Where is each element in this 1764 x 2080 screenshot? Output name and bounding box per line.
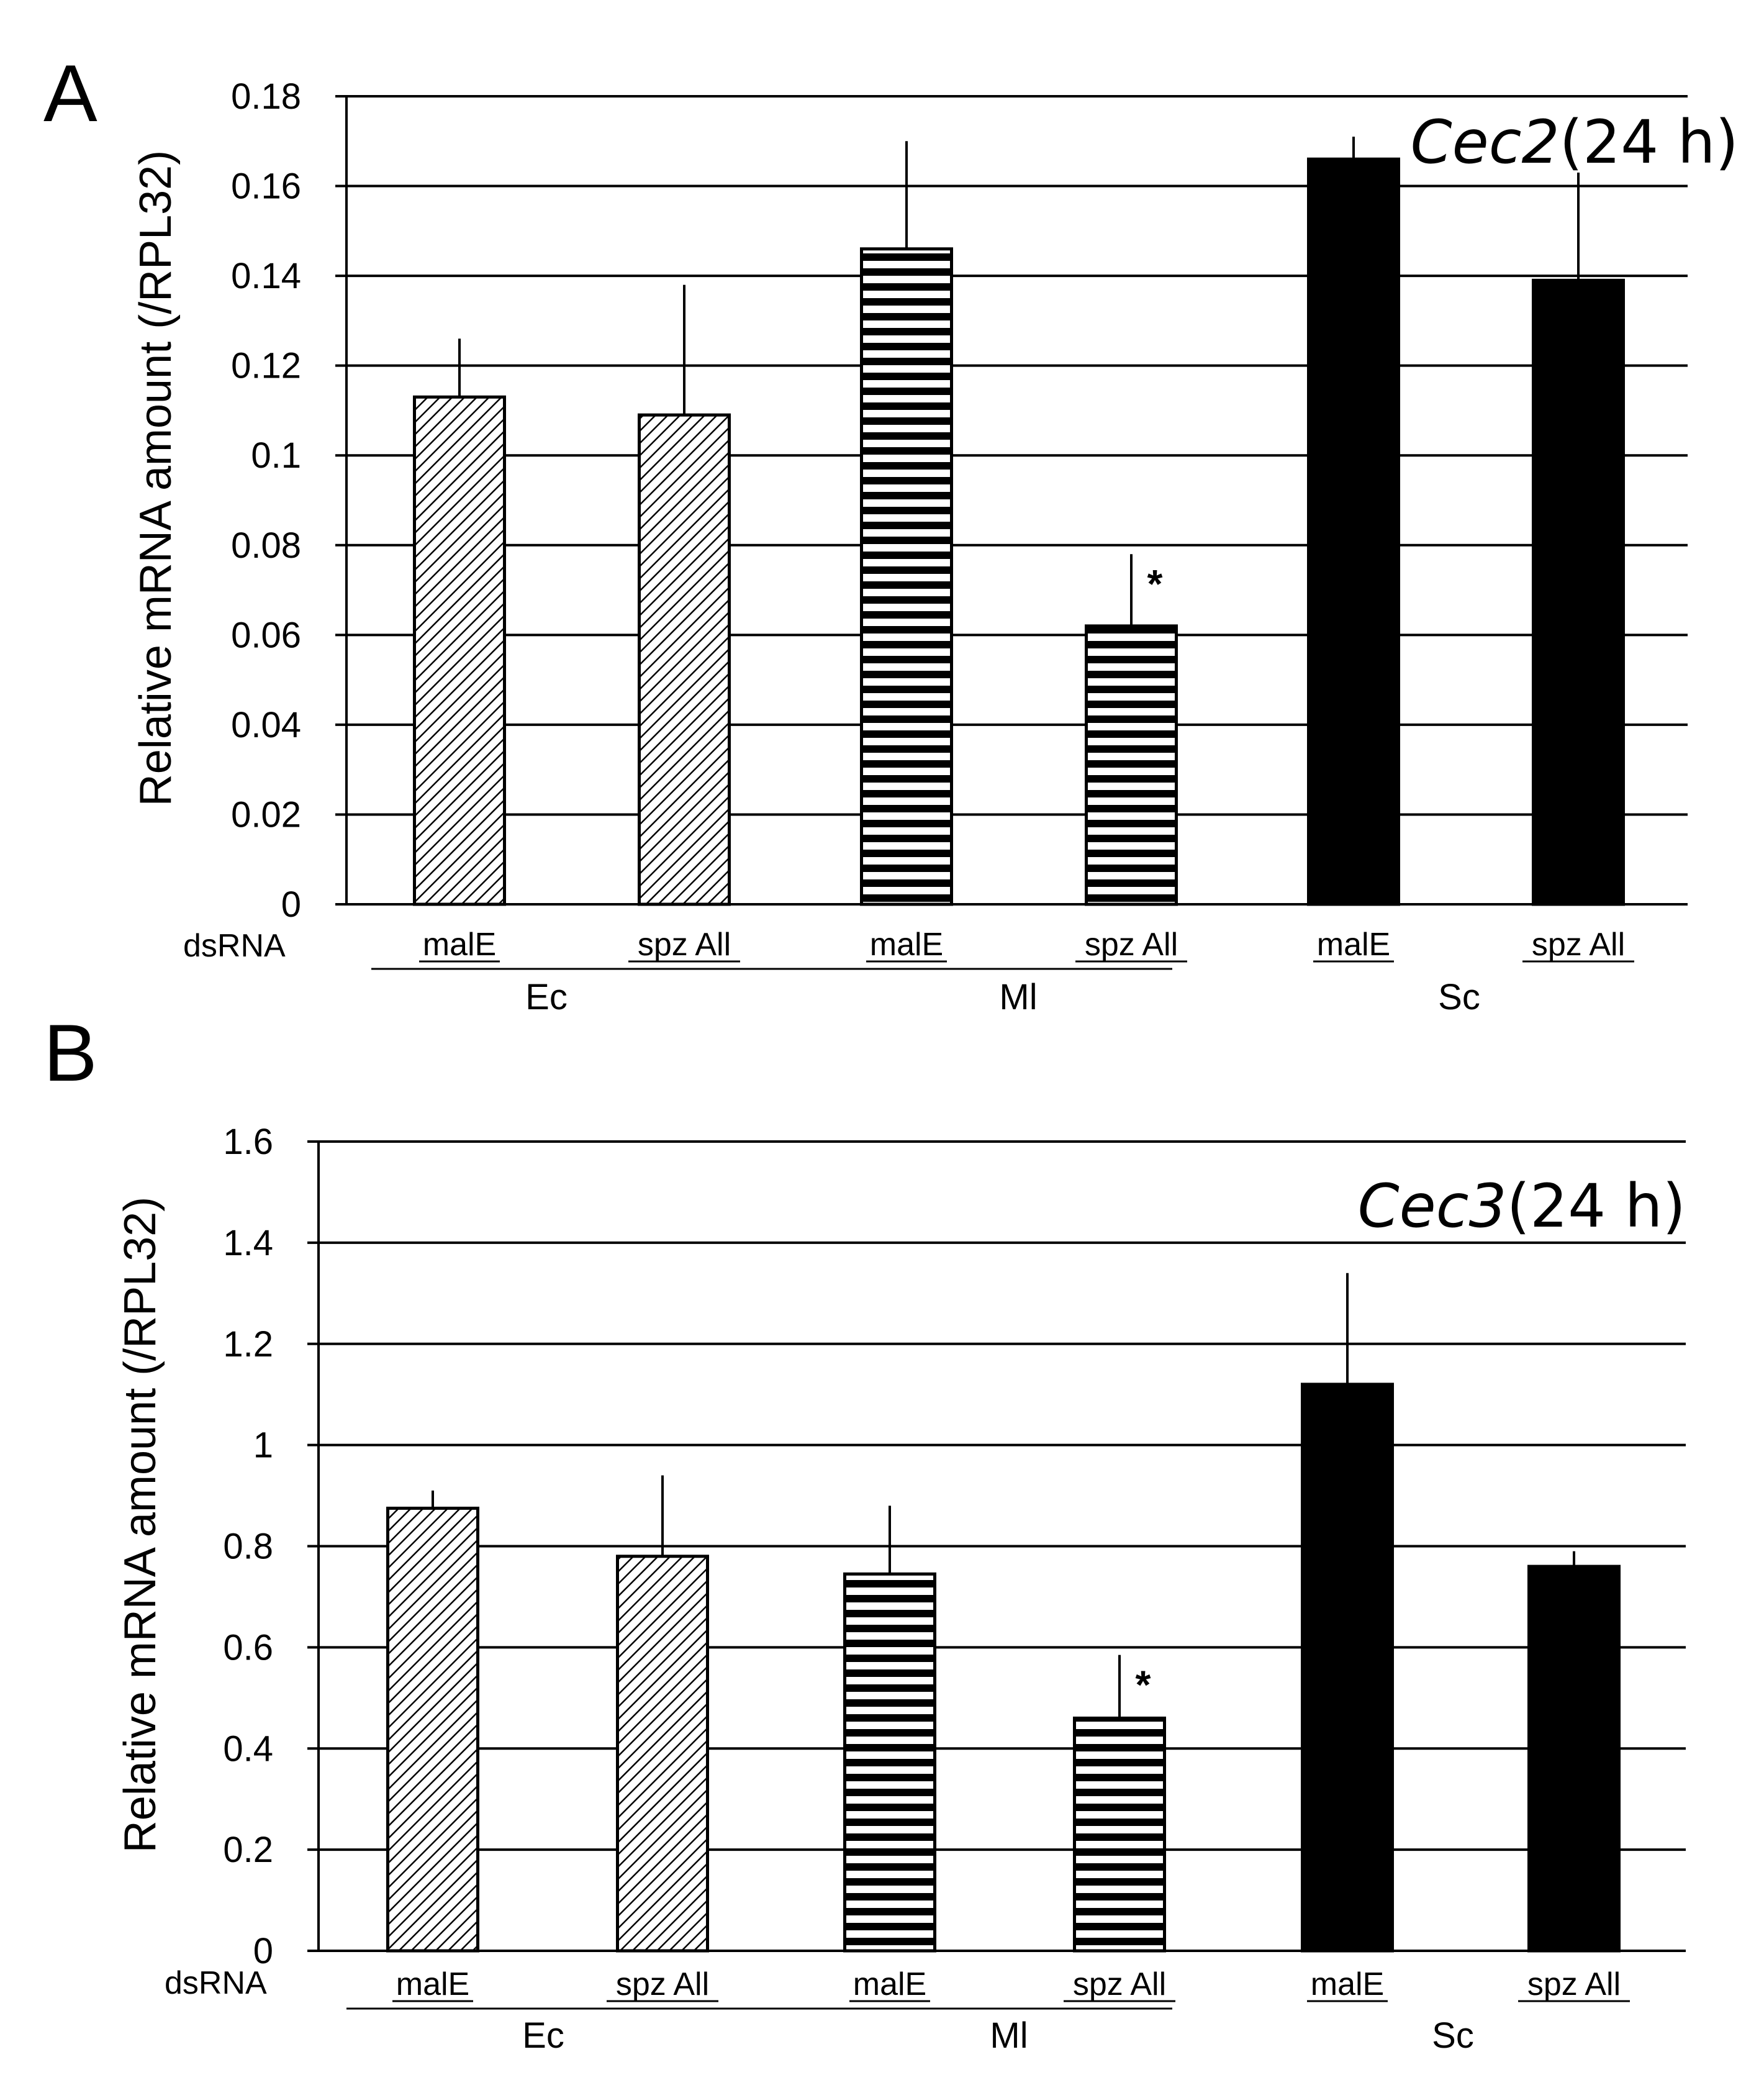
x-sub-label: spz All xyxy=(616,1966,709,2002)
chart-title: Cec2(24 h) xyxy=(1411,107,1739,177)
title-gene: Cec2 xyxy=(1411,107,1560,177)
dsrna-row-label: dsRNA xyxy=(165,1965,267,2001)
bar xyxy=(386,1506,479,1953)
chart-panel-a: A Relative mRNA amount (/RPL32) Cec2(24 … xyxy=(43,48,1739,1017)
y-tick-label: 0.18 xyxy=(231,76,301,117)
chart-title: Cec3(24 h) xyxy=(1358,1171,1686,1241)
y-tick-label: 0 xyxy=(253,1931,273,1971)
bar xyxy=(843,1572,936,1953)
y-tick-label: 0.2 xyxy=(223,1830,273,1870)
y-tick-label: 0.8 xyxy=(223,1527,273,1567)
x-group-label: Ec xyxy=(522,2015,564,2056)
x-sub-label: malE xyxy=(870,927,943,963)
significance-star: * xyxy=(1590,1559,1606,1604)
y-axis-label: Relative mRNA amount (/RPL32) xyxy=(115,1197,165,1853)
panel-label: A xyxy=(43,48,97,139)
x-group-label: Sc xyxy=(1438,977,1480,1017)
bar xyxy=(1307,157,1400,906)
x-sub-label: spz All xyxy=(1085,927,1178,963)
x-group-label: Ec xyxy=(525,977,568,1017)
y-tick-label: 1 xyxy=(253,1425,273,1466)
x-sub-label: spz All xyxy=(638,927,731,963)
y-tick-label: 1.2 xyxy=(223,1324,273,1365)
x-sub-label: malE xyxy=(853,1966,926,2002)
bar xyxy=(1527,1565,1621,1953)
significance-star: * xyxy=(1136,1663,1151,1707)
bar xyxy=(1073,1716,1166,1953)
y-tick-label: 0.4 xyxy=(223,1728,273,1769)
x-sub-label: spz All xyxy=(1073,1966,1166,2002)
y-tick-label: 0.08 xyxy=(231,525,301,566)
x-group-label: Ml xyxy=(990,2015,1028,2056)
significance-star: * xyxy=(1147,561,1163,606)
title-gene: Cec3 xyxy=(1358,1171,1507,1241)
x-sub-label: spz All xyxy=(1527,1966,1621,2002)
y-tick-label: 0.1 xyxy=(251,435,301,476)
y-axis-label: Relative mRNA amount (/RPL32) xyxy=(131,150,181,806)
x-sub-label: spz All xyxy=(1532,927,1625,963)
dsrna-row-label: dsRNA xyxy=(183,928,286,964)
x-group-label: Ml xyxy=(999,977,1037,1017)
bar xyxy=(413,395,506,906)
y-tick-label: 0.6 xyxy=(223,1627,273,1668)
y-tick-label: 1.4 xyxy=(223,1223,273,1263)
bar xyxy=(1085,624,1178,906)
title-time: (24 h) xyxy=(1560,107,1739,177)
y-tick-label: 0.14 xyxy=(231,256,301,296)
y-tick-label: 0.12 xyxy=(231,346,301,386)
x-sub-label: malE xyxy=(396,1966,469,2002)
chart-panel-b: B Relative mRNA amount (/RPL32) Cec3(24 … xyxy=(43,1007,1686,2056)
bar xyxy=(860,247,953,906)
title-time: (24 h) xyxy=(1507,1171,1686,1241)
y-tick-label: 0.04 xyxy=(231,705,301,745)
x-group-label: Sc xyxy=(1432,2015,1474,2056)
x-sub-label: malE xyxy=(1317,927,1390,963)
y-tick-label: 0.06 xyxy=(231,615,301,655)
x-sub-label: malE xyxy=(423,927,496,963)
bar xyxy=(1532,278,1625,906)
x-sub-label: malE xyxy=(1311,1966,1384,2002)
y-tick-label: 0.02 xyxy=(231,794,301,835)
y-tick-label: 0 xyxy=(281,884,301,925)
bar xyxy=(638,413,731,906)
y-tick-label: 1.6 xyxy=(223,1122,273,1162)
y-tick-label: 0.16 xyxy=(231,166,301,207)
panel-label: B xyxy=(43,1007,97,1098)
bar xyxy=(616,1555,709,1953)
bar xyxy=(1301,1383,1394,1953)
